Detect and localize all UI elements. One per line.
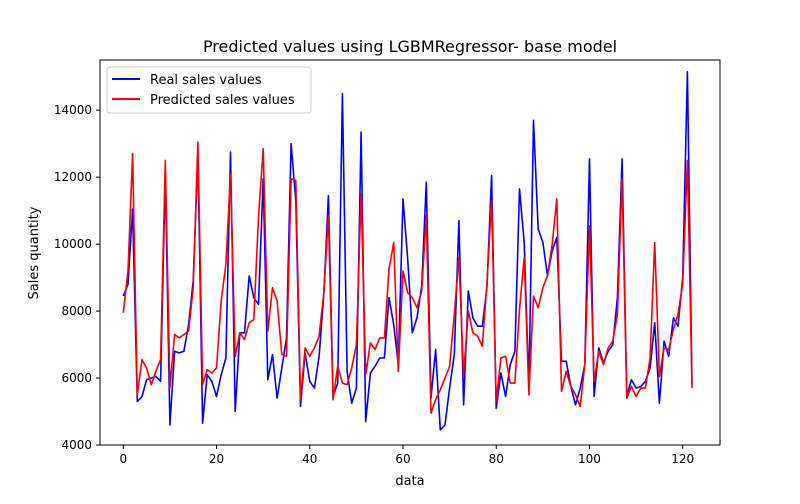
y-tick-label: 8000 xyxy=(61,304,92,318)
series-line-predicted xyxy=(122,141,693,415)
y-tick-label: 10000 xyxy=(54,237,92,251)
y-tick-label: 6000 xyxy=(61,371,92,385)
y-tick-label: 4000 xyxy=(61,438,92,452)
x-tick-label: 60 xyxy=(395,452,410,466)
x-tick-label: 100 xyxy=(578,452,601,466)
x-tick-label: 0 xyxy=(119,452,127,466)
axes-frame xyxy=(99,59,721,446)
plot-area: 0 20 40 60 80 100 120 4000 6000 8000 10000 12000 14… xyxy=(54,59,721,466)
x-tick-label: 120 xyxy=(671,452,694,466)
x-axis-label: data xyxy=(395,474,424,489)
x-tick-label: 80 xyxy=(489,452,504,466)
x-axis: 0 20 40 60 80 100 120 xyxy=(119,445,694,466)
chart-title: Predicted values using LGBMRegressor- ba… xyxy=(203,37,617,56)
legend-label-real: Real sales values xyxy=(150,73,262,88)
legend: Real sales values Predicted sales values xyxy=(106,66,312,114)
y-tick-label: 12000 xyxy=(54,170,92,184)
y-axis: 4000 6000 8000 10000 12000 14000 xyxy=(54,103,100,452)
legend-label-predicted: Predicted sales values xyxy=(150,93,295,108)
y-axis-label: Sales quantity xyxy=(27,206,42,299)
x-tick-label: 20 xyxy=(209,452,224,466)
y-tick-label: 14000 xyxy=(54,103,92,117)
series-lines xyxy=(122,70,693,431)
legend-box xyxy=(106,66,312,114)
x-tick-label: 40 xyxy=(302,452,317,466)
